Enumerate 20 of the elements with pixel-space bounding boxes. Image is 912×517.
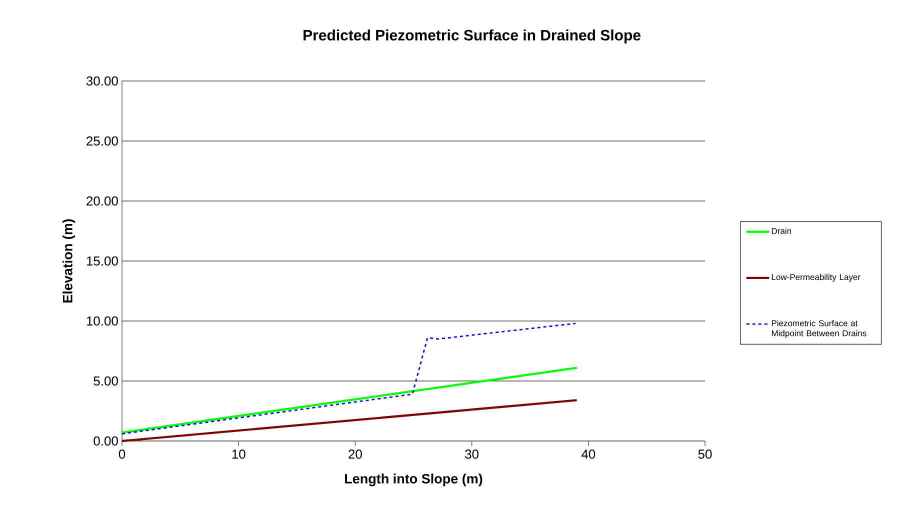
x-tick-label: 50 xyxy=(698,450,712,459)
legend-label: Low-Permeability Layer xyxy=(772,274,860,282)
x-tick-label: 20 xyxy=(348,450,362,459)
x-axis-title: Length into Slope (m) xyxy=(345,474,482,486)
x-tick-label: 40 xyxy=(581,450,596,459)
legend-label: Drain xyxy=(772,228,791,234)
y-axis-title: Elevation (m) xyxy=(62,219,76,302)
x-tick-label: 30 xyxy=(465,450,479,459)
y-tick-label: 5.00 xyxy=(94,376,118,386)
y-tick-label: 0.00 xyxy=(94,436,118,446)
y-tick-label: 25.00 xyxy=(86,136,118,146)
x-tick-label: 10 xyxy=(232,450,246,459)
chart-title: Predicted Piezometric Surface in Drained Slope xyxy=(304,29,640,44)
y-tick-label: 10.00 xyxy=(86,316,118,326)
y-tick-label: 20.00 xyxy=(86,196,118,206)
y-tick-label: 30.00 xyxy=(86,76,118,86)
x-tick-label: 0 xyxy=(118,450,126,459)
legend-label: Piezometric Surface at Midpoint Between Drains xyxy=(772,320,866,338)
line-series xyxy=(121,322,576,434)
y-tick-label: 15.00 xyxy=(86,256,118,266)
